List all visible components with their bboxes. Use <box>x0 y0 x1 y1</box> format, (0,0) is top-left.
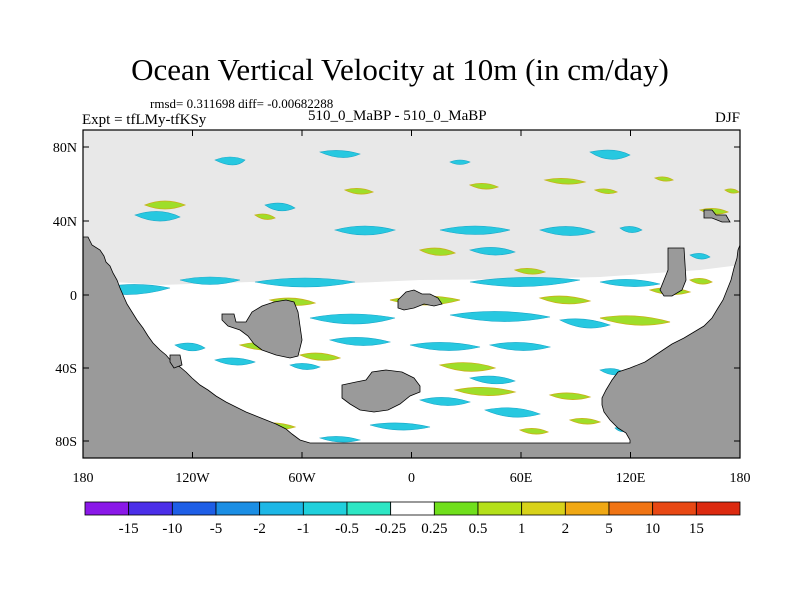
land-small-west <box>169 354 183 369</box>
plot-title: Ocean Vertical Velocity at 10m (in cm/da… <box>131 52 669 87</box>
colorbar-swatch <box>521 501 566 516</box>
colorbar: -15 -10 -5 -2 -1 -0.5 -0.25 0.25 0.5 1 2 5 10 15 <box>84 501 741 537</box>
colorbar-swatch <box>433 501 479 516</box>
x-tick-label: 0 <box>408 471 415 486</box>
colorbar-label: -5 <box>210 521 223 537</box>
colorbar-label: -1 <box>297 521 310 537</box>
colorbar-swatch <box>695 501 741 516</box>
map-layers <box>83 149 740 458</box>
colorbar-label: 1 <box>518 521 526 537</box>
colorbar-label: 5 <box>605 521 613 537</box>
colorbar-swatch <box>259 501 304 516</box>
neutral-band <box>83 265 740 458</box>
colorbar-swatch <box>390 501 435 516</box>
land-east-strip <box>659 247 687 297</box>
colorbar-label: -0.25 <box>375 521 406 537</box>
colorbar-label: 10 <box>645 521 660 537</box>
colorbar-swatch <box>652 501 697 516</box>
colorbar-swatch <box>477 501 523 516</box>
subtitle-label: 510_0_MaBP - 510_0_MaBP <box>308 108 487 124</box>
y-tick-label: 40N <box>53 215 77 230</box>
colorbar-label: -2 <box>253 521 266 537</box>
colorbar-swatch <box>302 501 348 516</box>
x-tick-label: 180 <box>730 471 751 486</box>
colorbar-swatch <box>171 501 217 516</box>
colorbar-label: -10 <box>162 521 182 537</box>
y-tick-label: 40S <box>55 362 77 377</box>
colorbar-swatch <box>346 501 392 516</box>
x-tick-label: 60E <box>510 471 533 486</box>
x-tick-label: 120W <box>175 471 210 486</box>
colorbar-swatch <box>84 501 130 516</box>
colorbar-label: -15 <box>119 521 139 537</box>
colorbar-label: 0.25 <box>421 521 447 537</box>
colorbar-swatch <box>608 501 654 516</box>
land-west <box>83 236 740 458</box>
colorbar-label: 15 <box>689 521 704 537</box>
y-axis: 80N 40N 0 40S 80S <box>53 141 740 450</box>
season-label: DJF <box>714 110 740 126</box>
x-tick-label: 180 <box>73 471 94 486</box>
colorbar-swatch <box>128 501 173 516</box>
x-tick-label: 60W <box>288 471 316 486</box>
land-northeast <box>703 209 731 223</box>
land-south <box>341 369 421 413</box>
colorbar-swatch <box>564 501 610 516</box>
x-axis: 180 120W 60W 0 60E 120E 180 <box>73 130 751 486</box>
land-masses <box>83 209 740 458</box>
colorbar-label: 2 <box>562 521 570 537</box>
land-central <box>221 299 303 359</box>
land-equatorial <box>397 289 443 311</box>
x-tick-label: 120E <box>616 471 646 486</box>
colorbar-swatch <box>215 501 261 516</box>
colorbar-label: -0.5 <box>335 521 359 537</box>
stats-text: rmsd= 0.311698 diff= -0.00682288 <box>150 96 334 111</box>
experiment-label: Expt = tfLMy-tfKSy <box>82 112 207 128</box>
y-tick-label: 80N <box>53 141 77 156</box>
y-tick-label: 0 <box>70 289 77 304</box>
y-tick-label: 80S <box>55 435 77 450</box>
colorbar-label: 0.5 <box>469 521 488 537</box>
